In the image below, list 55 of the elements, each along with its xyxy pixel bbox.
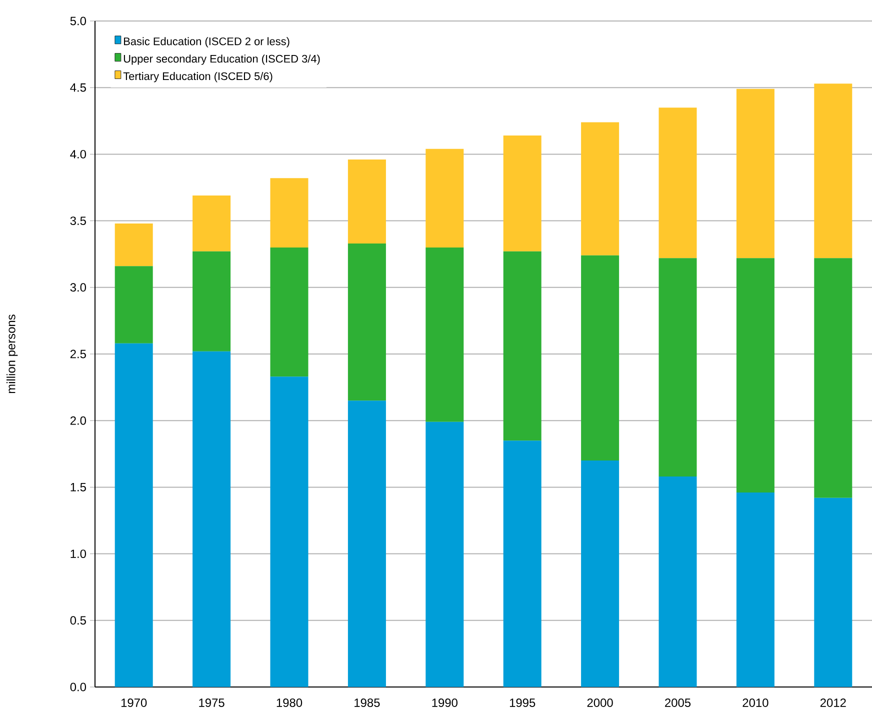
x-tick-label: 1970 [121, 698, 147, 707]
bar [348, 400, 386, 687]
bar [426, 422, 464, 687]
bar [192, 195, 231, 252]
x-tick-label: 2005 [665, 698, 691, 707]
bar [192, 251, 231, 352]
bar [426, 247, 464, 422]
y-tick-label: 4.5 [70, 83, 86, 92]
bar [348, 160, 386, 244]
x-tick-label: 2000 [587, 698, 613, 707]
bar [814, 84, 852, 258]
bar [658, 476, 697, 687]
bar [658, 108, 697, 258]
bar [270, 247, 308, 377]
bar [814, 258, 852, 498]
bar [658, 258, 697, 477]
legend-label: Upper secondary Education (ISCED 3/4) [124, 54, 320, 65]
bar [114, 266, 153, 344]
x-tick-label: 1975 [199, 698, 224, 707]
bar [581, 255, 620, 461]
y-tick-label: 3.0 [70, 283, 86, 292]
y-tick-label: 0.5 [70, 616, 86, 625]
y-tick-label: 4.0 [70, 150, 86, 158]
bar [114, 223, 153, 266]
bar [348, 243, 386, 401]
y-tick-label: 1.0 [70, 550, 86, 558]
bar [192, 351, 231, 687]
bar [270, 178, 308, 248]
y-tick-label: 3.5 [70, 216, 86, 226]
x-tick-label: 1985 [354, 698, 380, 707]
x-tick-label: 1995 [510, 698, 536, 707]
y-axis-title: million persons [6, 314, 18, 394]
legend-label: Basic Education (ISCED 2 or less) [124, 37, 290, 48]
y-tick-label: 0.0 [70, 682, 86, 692]
y-tick-label: 2.5 [70, 350, 86, 358]
y-tick-label: 5.0 [70, 16, 86, 26]
bar [736, 492, 774, 687]
x-tick-label: 2012 [820, 698, 846, 707]
bar [503, 251, 542, 441]
y-tick-label: 1.5 [70, 483, 86, 492]
legend-label: Tertiary Education (ISCED 5/6) [123, 72, 272, 82]
x-tick-label: 2010 [742, 698, 768, 707]
bar [270, 376, 308, 687]
x-tick-label: 1980 [276, 698, 302, 707]
bar [503, 440, 542, 687]
bar [503, 136, 542, 252]
bar [814, 498, 852, 687]
bar [581, 122, 620, 256]
bar [114, 343, 153, 687]
y-tick-label: 2.0 [70, 416, 86, 425]
bar [736, 88, 774, 258]
bar [426, 148, 464, 248]
x-tick-label: 1990 [432, 698, 458, 707]
bar [736, 258, 774, 493]
bar [581, 460, 620, 687]
